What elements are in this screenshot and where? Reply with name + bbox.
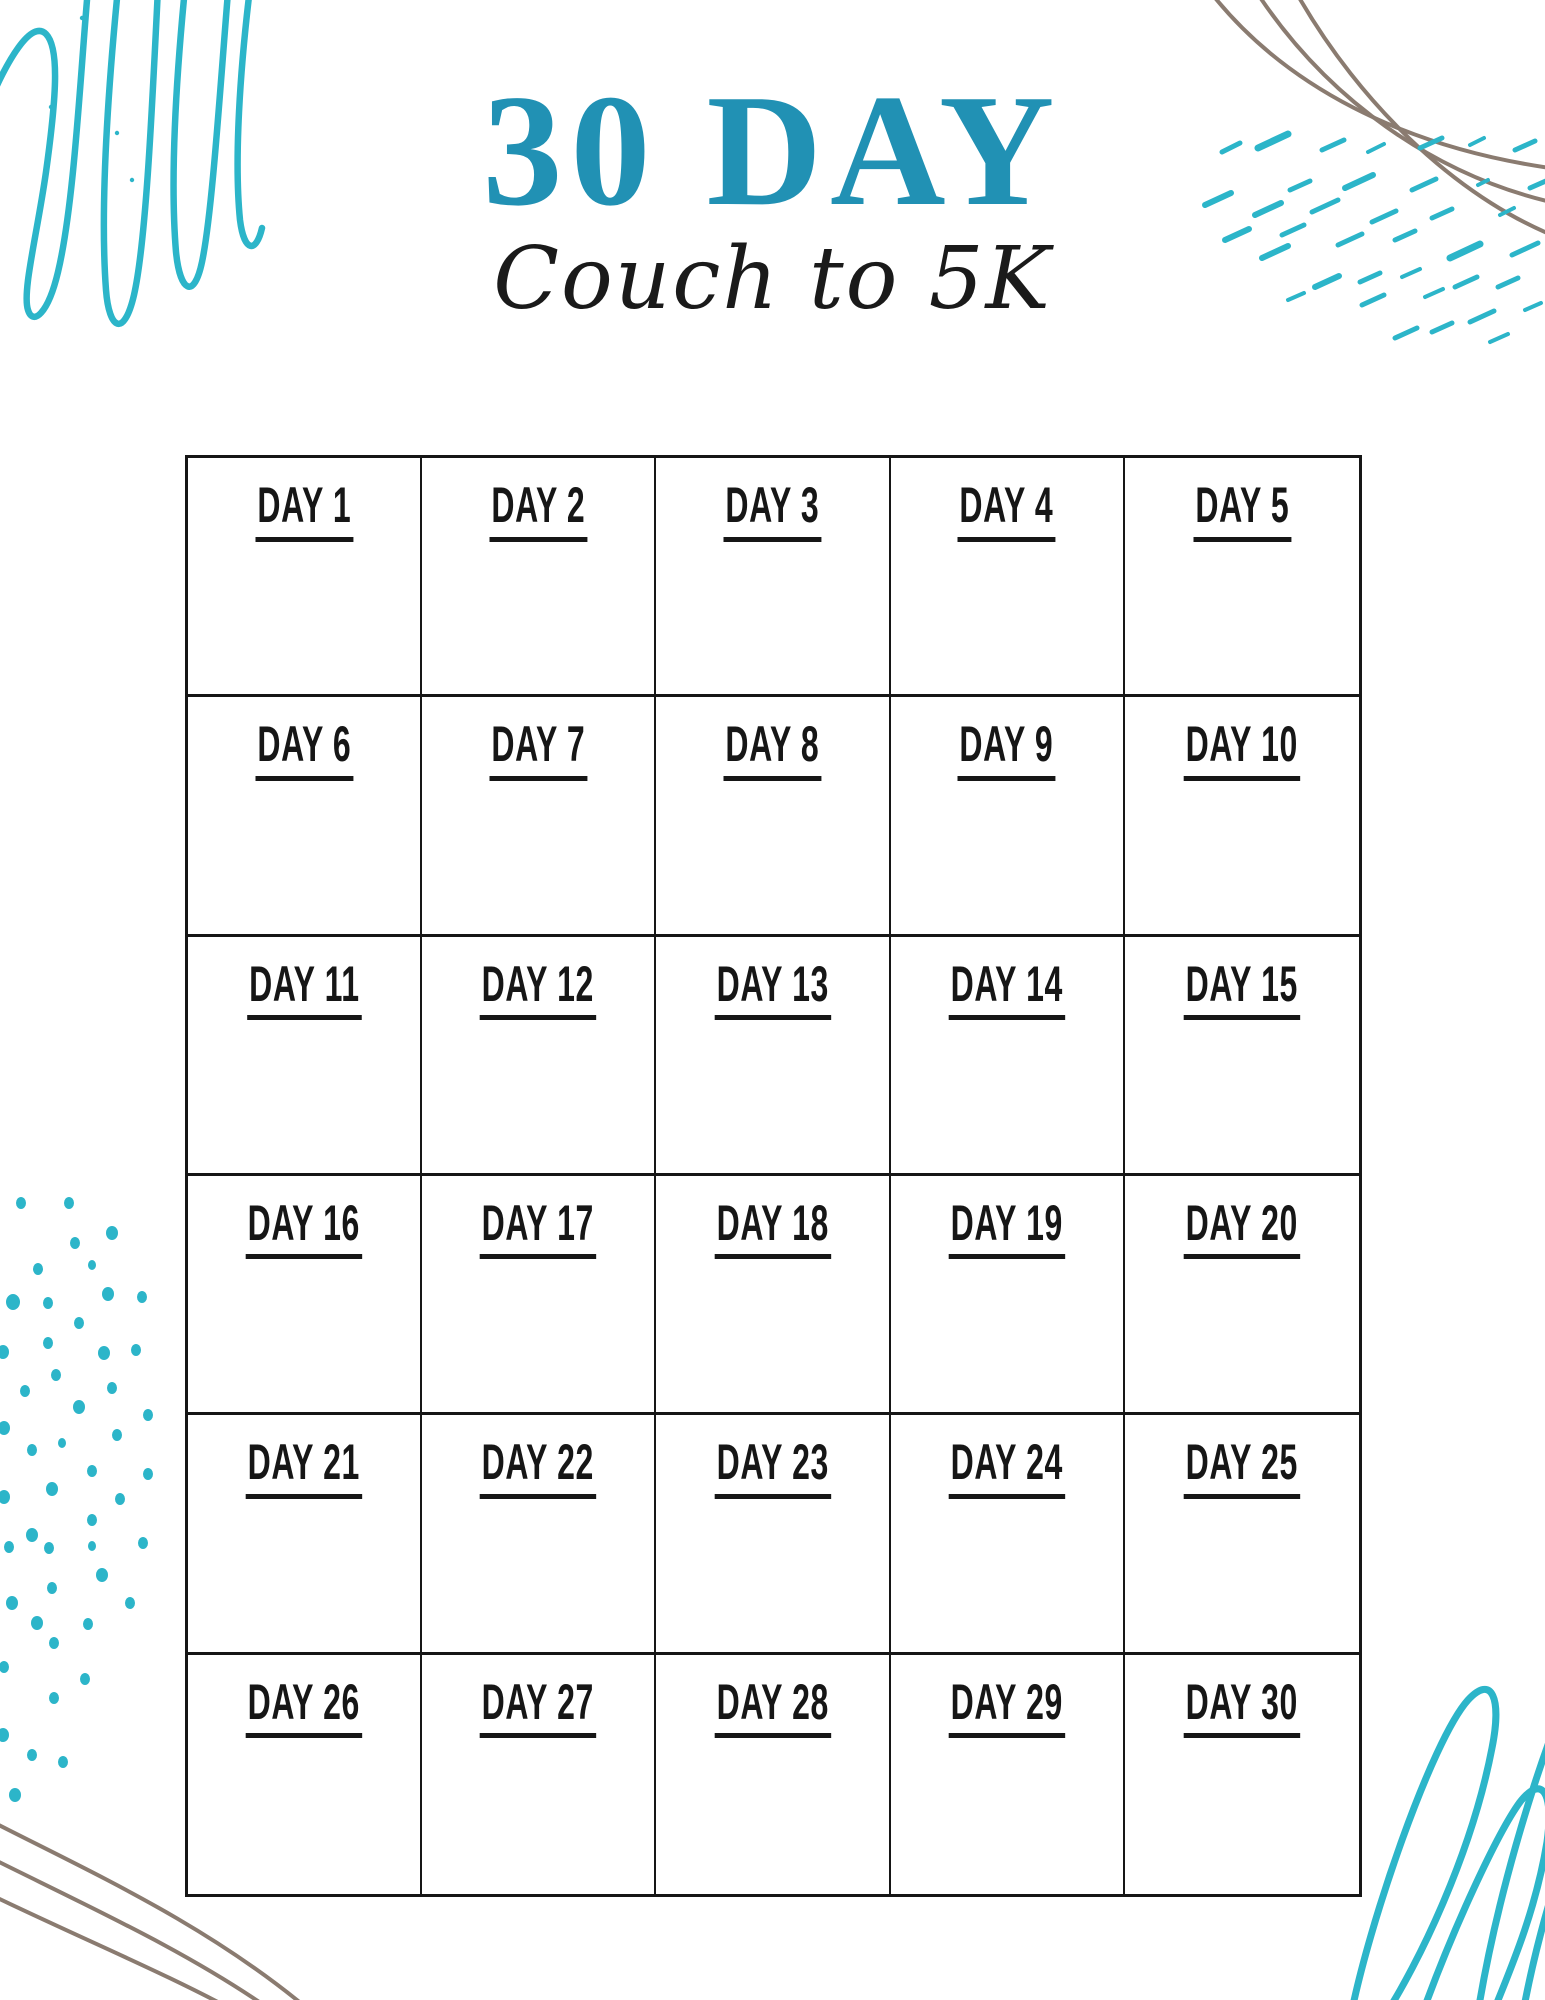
day-cell: DAY 2 — [422, 458, 657, 698]
day-cell: DAY 30 — [1125, 1655, 1359, 1894]
day-cell: DAY 8 — [656, 697, 891, 937]
day-label: DAY 28 — [714, 1677, 831, 1739]
page-title: 30 DAY — [482, 61, 1063, 239]
day-cell: DAY 13 — [656, 936, 891, 1176]
day-cell: DAY 14 — [890, 936, 1125, 1176]
day-label: DAY 17 — [480, 1198, 597, 1260]
day-cell: DAY 23 — [656, 1415, 891, 1655]
day-label: DAY 16 — [245, 1198, 363, 1260]
day-label: DAY 9 — [957, 720, 1056, 781]
day-label: DAY 19 — [948, 1198, 1065, 1260]
day-label: DAY 6 — [255, 720, 353, 781]
day-label: DAY 2 — [489, 480, 588, 542]
day-cell: DAY 9 — [890, 697, 1125, 937]
day-cell: DAY 7 — [422, 697, 657, 937]
day-cell: DAY 17 — [422, 1175, 657, 1416]
day-cell: DAY 24 — [890, 1415, 1125, 1655]
day-label: DAY 8 — [723, 720, 822, 781]
page-subtitle: Couch to 5K — [493, 229, 1052, 329]
day-cell: DAY 1 — [188, 458, 423, 698]
day-cell: DAY 10 — [1124, 697, 1359, 937]
day-label: DAY 1 — [255, 480, 353, 542]
day-label: DAY 21 — [245, 1438, 363, 1499]
day-label: DAY 30 — [1183, 1677, 1301, 1739]
day-label: DAY 4 — [957, 480, 1056, 542]
day-cell: DAY 21 — [188, 1415, 423, 1655]
day-cell: DAY 18 — [656, 1175, 891, 1416]
day-label: DAY 22 — [480, 1438, 597, 1499]
day-label: DAY 10 — [1183, 720, 1301, 781]
day-label: DAY 14 — [948, 959, 1065, 1021]
day-label: DAY 5 — [1193, 480, 1291, 542]
day-cell: DAY 12 — [422, 936, 657, 1176]
day-label: DAY 15 — [1183, 959, 1301, 1021]
day-label: DAY 27 — [480, 1677, 597, 1739]
day-cell: DAY 28 — [656, 1654, 891, 1894]
day-label: DAY 11 — [246, 959, 362, 1021]
header: 30 DAY Couch to 5K — [0, 70, 1545, 327]
day-cell: DAY 3 — [656, 458, 891, 698]
day-cell: DAY 15 — [1124, 937, 1359, 1176]
day-label: DAY 26 — [245, 1677, 363, 1739]
day-cell: DAY 27 — [422, 1654, 657, 1894]
day-label: DAY 3 — [723, 480, 822, 542]
day-label: DAY 20 — [1183, 1198, 1301, 1260]
day-label: DAY 13 — [714, 959, 831, 1021]
day-cell: DAY 5 — [1124, 458, 1359, 698]
day-grid: DAY 1 DAY 2 DAY 3 DAY 4 DAY 5 DAY 6 DAY 7 DAY 8… — [185, 455, 1362, 1897]
day-label: DAY 18 — [714, 1198, 831, 1260]
day-cell: DAY 22 — [422, 1415, 657, 1655]
day-cell: DAY 26 — [188, 1654, 423, 1894]
day-cell: DAY 20 — [1124, 1176, 1359, 1416]
day-cell: DAY 4 — [890, 458, 1125, 698]
dots-bottom-left-icon — [0, 1197, 153, 1802]
day-label: DAY 29 — [948, 1677, 1065, 1739]
day-label: DAY 23 — [714, 1438, 831, 1499]
day-label: DAY 24 — [948, 1438, 1065, 1499]
day-cell: DAY 11 — [188, 936, 423, 1176]
day-cell: DAY 6 — [188, 697, 423, 937]
day-label: DAY 12 — [480, 959, 597, 1021]
scribble-bottom-right-icon — [1350, 1685, 1545, 2000]
day-cell: DAY 25 — [1124, 1415, 1359, 1655]
day-label: DAY 25 — [1183, 1438, 1301, 1499]
day-label: DAY 7 — [489, 720, 588, 781]
day-cell: DAY 29 — [891, 1654, 1125, 1894]
day-cell: DAY 19 — [890, 1175, 1125, 1416]
day-cell: DAY 16 — [188, 1175, 423, 1416]
